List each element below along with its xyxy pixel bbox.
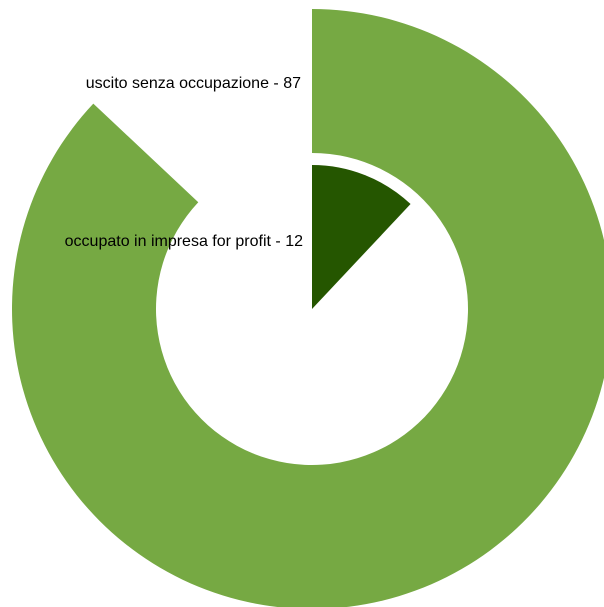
label-uscito-senza-occupazione: uscito senza occupazione - 87 [86, 75, 301, 92]
label-occupato-impresa-for-profit: occupato in impresa for profit - 12 [65, 233, 303, 250]
ring-segment-inner [312, 165, 411, 309]
chart-arcs [12, 9, 604, 607]
ring-segment-outer [12, 9, 604, 607]
